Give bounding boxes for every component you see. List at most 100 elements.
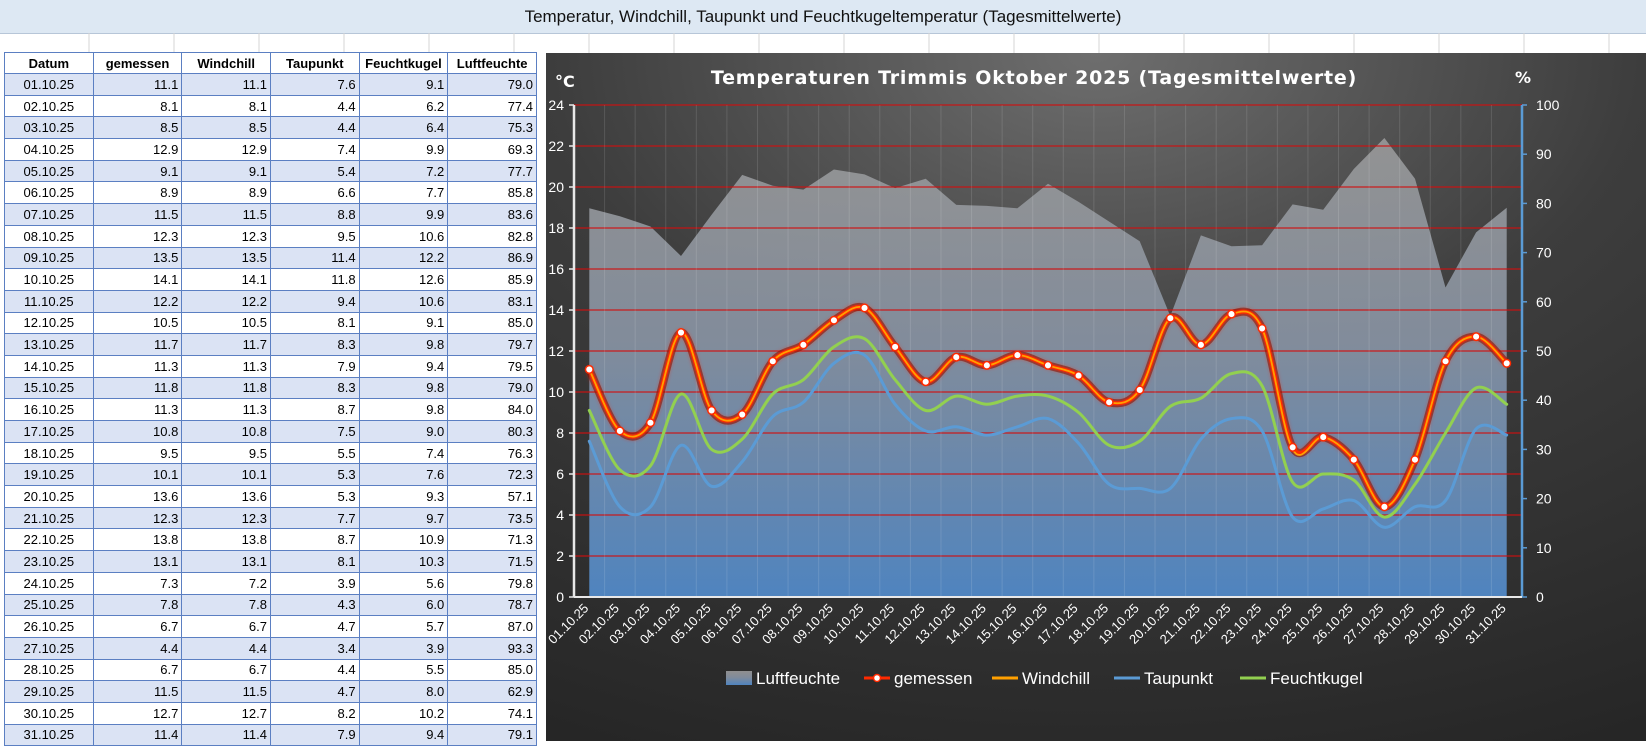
table-cell[interactable]: 9.7 [358, 506, 449, 530]
table-cell[interactable]: 80.3 [447, 420, 537, 443]
table-cell[interactable]: 93.3 [447, 636, 537, 660]
table-cell[interactable]: 8.1 [269, 550, 360, 573]
table-cell[interactable]: 12.2 [181, 289, 271, 313]
table-cell[interactable]: 4.7 [269, 615, 360, 638]
table-cell[interactable]: 9.8 [358, 398, 449, 421]
table-cell[interactable]: 12.3 [92, 506, 183, 530]
table-cell[interactable]: 73.5 [447, 506, 537, 530]
gemessen-marker[interactable] [768, 356, 778, 366]
table-cell[interactable]: 79.5 [447, 354, 537, 378]
table-cell[interactable]: 8.1 [181, 94, 271, 118]
table-cell[interactable]: 6.6 [269, 181, 360, 205]
table-cell[interactable]: 3.4 [269, 636, 360, 660]
table-cell[interactable]: 31.10.25 [4, 723, 94, 746]
table-cell[interactable]: 8.9 [181, 181, 271, 205]
table-cell[interactable]: 8.2 [269, 701, 360, 725]
table-cell[interactable]: 17.10.25 [4, 420, 94, 443]
table-cell[interactable]: 7.2 [358, 159, 449, 183]
table-cell[interactable]: 11.3 [92, 354, 183, 378]
table-cell[interactable]: 11.8 [269, 268, 360, 291]
chart[interactable]: Temperaturen Trimmis Oktober 2025 (Tages… [546, 53, 1646, 741]
table-cell[interactable]: 13.6 [92, 485, 183, 508]
table-cell[interactable]: 03.10.25 [4, 116, 94, 140]
table-cell[interactable]: 9.5 [269, 224, 360, 248]
table-cell[interactable]: 12.10.25 [4, 311, 94, 335]
table-cell[interactable]: 01.10.25 [4, 73, 94, 96]
gemessen-marker[interactable] [584, 364, 594, 375]
table-cell[interactable]: 7.9 [269, 723, 360, 746]
table-cell[interactable]: 87.0 [447, 615, 537, 638]
column-header[interactable]: Windchill [181, 52, 271, 74]
table-cell[interactable]: 11.5 [181, 680, 271, 703]
table-cell[interactable]: 9.4 [269, 289, 360, 313]
column-header[interactable]: Luftfeuchte [447, 52, 537, 74]
table-cell[interactable]: 13.5 [92, 246, 183, 270]
table-cell[interactable]: 09.10.25 [4, 246, 94, 270]
gemessen-marker[interactable] [859, 303, 870, 313]
table-cell[interactable]: 8.5 [181, 116, 271, 140]
table-cell[interactable]: 16.10.25 [4, 398, 94, 421]
table-cell[interactable]: 11.5 [92, 680, 183, 703]
table-cell[interactable]: 6.7 [92, 658, 183, 682]
table-cell[interactable]: 08.10.25 [4, 224, 94, 248]
table-cell[interactable]: 11.4 [92, 723, 183, 746]
table-cell[interactable]: 4.4 [92, 636, 183, 660]
taupunkt-line[interactable] [587, 350, 1509, 529]
gemessen-marker[interactable] [1104, 397, 1114, 407]
gemessen-marker[interactable] [1226, 309, 1237, 319]
legend-item-luftfeuchte[interactable]: Luftfeuchte [726, 669, 840, 688]
gemessen-marker[interactable] [798, 340, 808, 350]
table-cell[interactable]: 7.7 [269, 506, 360, 530]
table-cell[interactable]: 10.9 [358, 528, 449, 552]
table-cell[interactable]: 3.9 [269, 571, 360, 595]
table-cell[interactable]: 9.4 [358, 354, 449, 378]
table-cell[interactable]: 9.3 [358, 485, 449, 508]
table-cell[interactable]: 12.2 [92, 289, 183, 313]
table-cell[interactable]: 4.4 [269, 116, 360, 140]
table-cell[interactable]: 5.5 [358, 658, 449, 682]
column-header[interactable]: gemessen [92, 52, 183, 74]
table-cell[interactable]: 10.6 [358, 289, 449, 313]
table-cell[interactable]: 20.10.25 [4, 485, 94, 508]
gemessen-marker[interactable] [1471, 332, 1481, 342]
table-cell[interactable]: 7.3 [92, 571, 183, 595]
table-cell[interactable]: 25.10.25 [4, 593, 94, 617]
gemessen-marker[interactable] [890, 342, 900, 352]
column-header[interactable]: Feuchtkugel [358, 52, 449, 74]
table-cell[interactable]: 77.4 [447, 94, 537, 118]
table-cell[interactable]: 7.8 [181, 593, 271, 617]
table-cell[interactable]: 4.4 [181, 636, 271, 660]
table-cell[interactable]: 19.10.25 [4, 463, 94, 487]
feuchtkugel-line[interactable] [587, 335, 1509, 519]
table-cell[interactable]: 9.4 [358, 723, 449, 746]
legend-item-gemessen[interactable]: gemessen [864, 669, 972, 688]
table-cell[interactable]: 10.10.25 [4, 268, 94, 291]
table-cell[interactable]: 57.1 [447, 485, 537, 508]
table-cell[interactable]: 7.4 [269, 138, 360, 161]
table-cell[interactable]: 02.10.25 [4, 94, 94, 118]
table-cell[interactable]: 69.3 [447, 138, 537, 161]
table-cell[interactable]: 5.7 [358, 615, 449, 638]
table-cell[interactable]: 9.8 [358, 333, 449, 356]
table-cell[interactable]: 06.10.25 [4, 181, 94, 205]
table-cell[interactable]: 7.7 [358, 181, 449, 205]
table-cell[interactable]: 12.3 [92, 224, 183, 248]
table-cell[interactable]: 12.7 [92, 701, 183, 725]
table-cell[interactable]: 79.0 [447, 73, 537, 96]
table-cell[interactable]: 10.1 [92, 463, 183, 487]
table-cell[interactable]: 11.4 [269, 246, 360, 270]
table-cell[interactable]: 8.1 [92, 94, 183, 118]
table-cell[interactable]: 8.3 [269, 376, 360, 400]
table-cell[interactable]: 13.6 [181, 485, 271, 508]
table-cell[interactable]: 62.9 [447, 680, 537, 703]
table-cell[interactable]: 4.4 [269, 94, 360, 118]
table-cell[interactable]: 12.3 [181, 224, 271, 248]
table-cell[interactable]: 11.1 [92, 73, 183, 96]
gemessen-marker[interactable] [676, 328, 686, 338]
gemessen-marker[interactable] [1043, 360, 1053, 370]
table-cell[interactable]: 11.4 [181, 723, 271, 746]
gemessen-marker[interactable] [1196, 340, 1206, 350]
table-cell[interactable]: 11.5 [181, 203, 271, 226]
gemessen-marker[interactable] [921, 377, 931, 387]
table-cell[interactable]: 5.5 [269, 441, 360, 465]
